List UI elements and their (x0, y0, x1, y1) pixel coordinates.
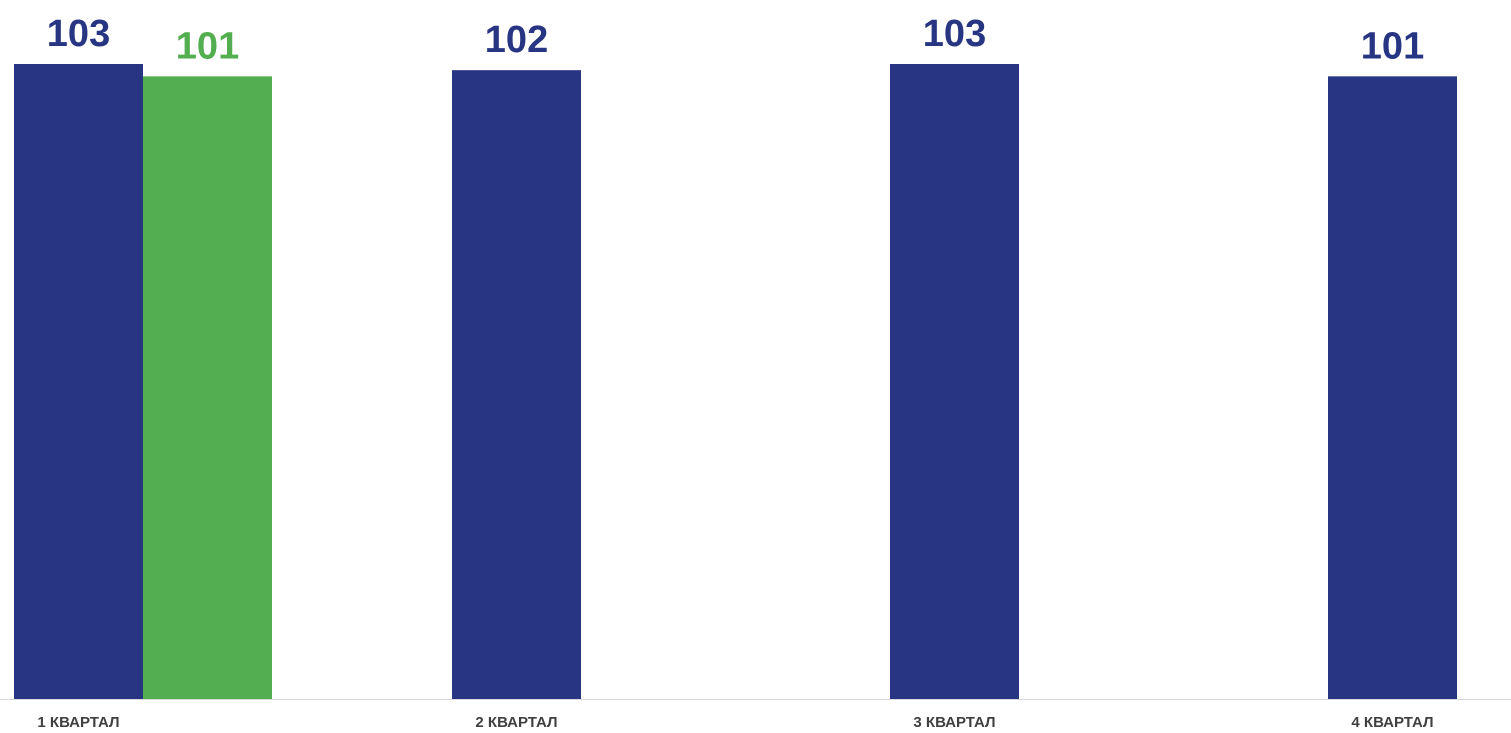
bar-2-series-1 (452, 70, 581, 700)
data-label-1-series-1: 103 (47, 13, 110, 55)
bar-4-series-1 (1328, 76, 1457, 700)
category-label-1: 1 КВАРТАЛ (37, 714, 119, 731)
category-label-4: 4 КВАРТАЛ (1351, 714, 1433, 731)
bar-3-series-1 (890, 64, 1019, 699)
value-labels-group: 103 101 102 103 101 (47, 13, 1424, 67)
data-label-3-series-1: 103 (923, 13, 986, 55)
bar-1-series-2 (143, 76, 272, 700)
category-label-3: 3 КВАРТАЛ (913, 714, 995, 731)
bars-group (14, 64, 1457, 700)
data-label-1-series-2: 101 (176, 25, 239, 67)
category-labels-group: 1 КВАРТАЛ 2 КВАРТАЛ 3 КВАРТАЛ 4 КВАРТАЛ (37, 714, 1433, 731)
data-label-2-series-1: 102 (485, 19, 548, 61)
data-label-4-series-1: 101 (1361, 25, 1424, 67)
category-label-2: 2 КВАРТАЛ (475, 714, 557, 731)
bar-1-series-1 (14, 64, 143, 699)
